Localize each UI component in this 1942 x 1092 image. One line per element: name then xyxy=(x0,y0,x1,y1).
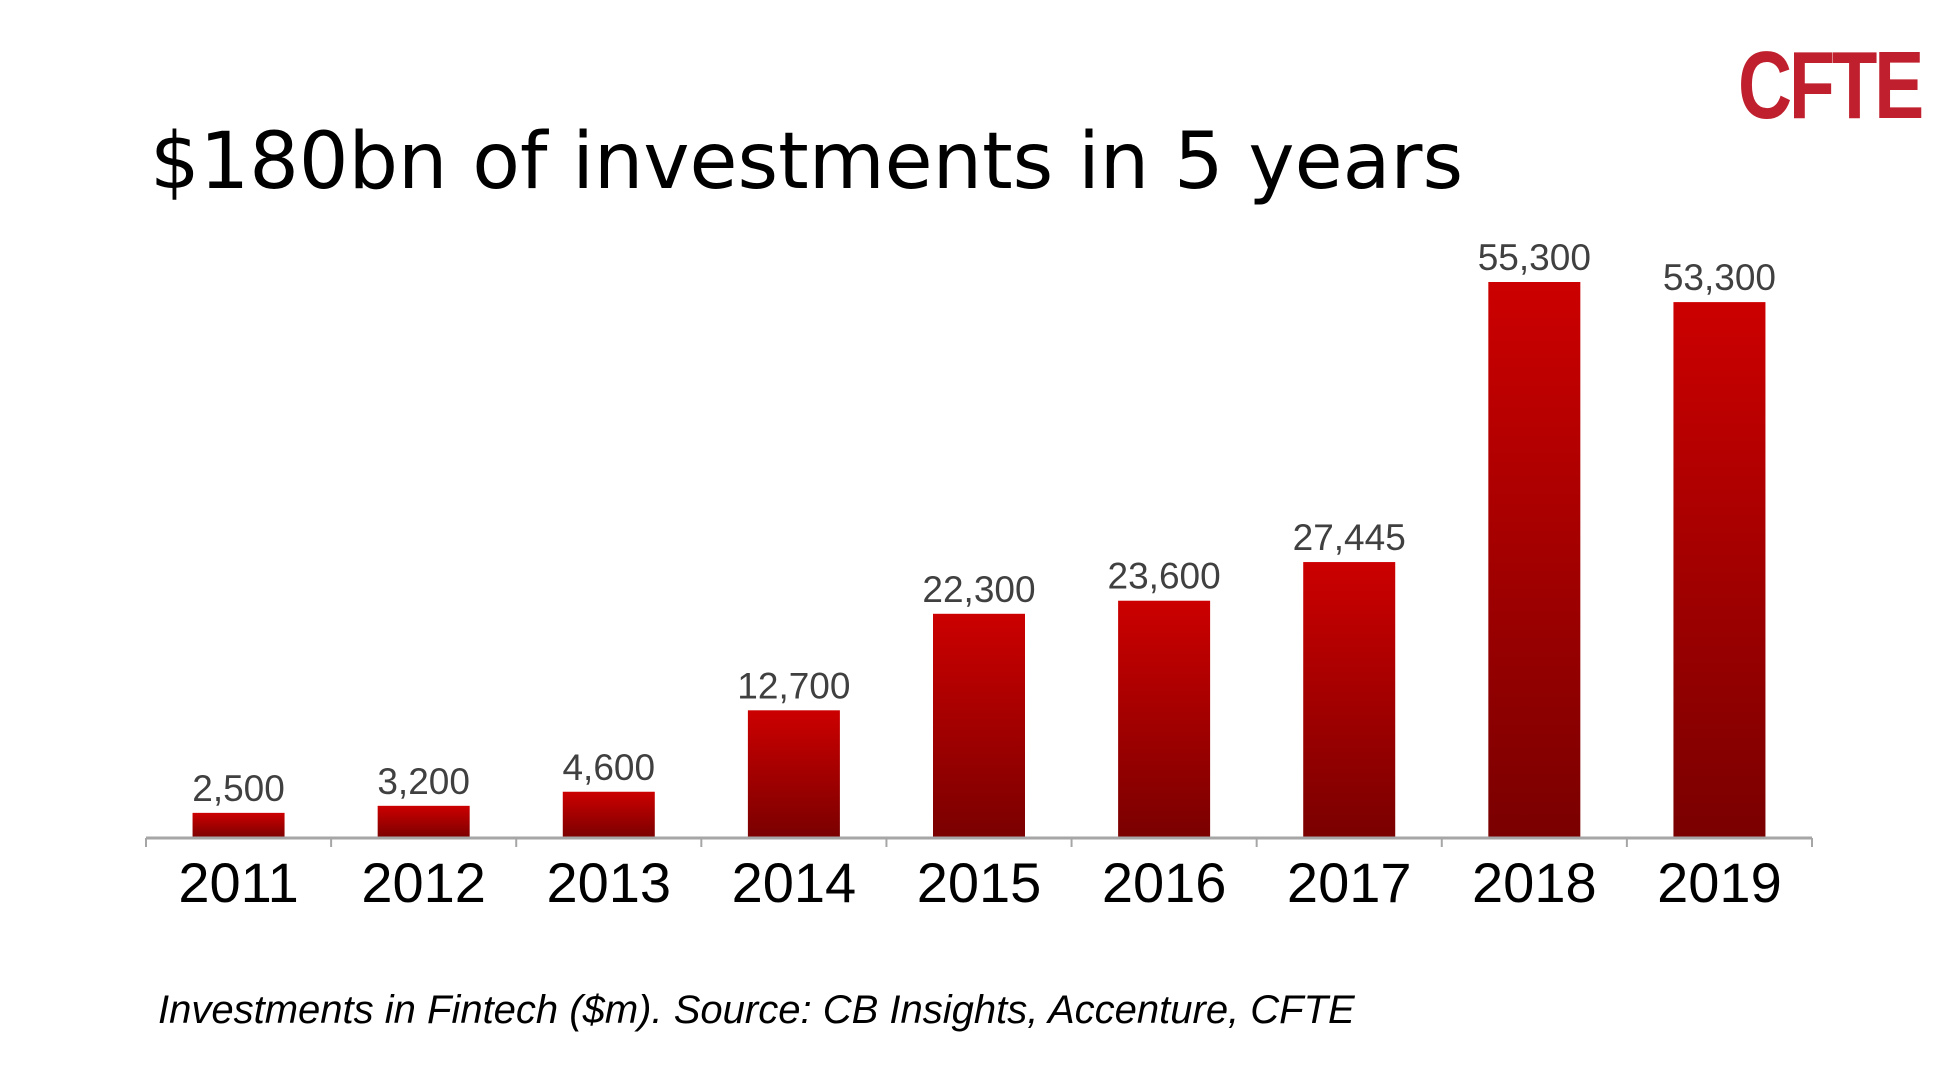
x-tick-label-2014: 2014 xyxy=(732,851,857,914)
value-label-2015: 22,300 xyxy=(922,569,1035,610)
x-tick-label-2017: 2017 xyxy=(1287,851,1412,914)
bars-group xyxy=(192,282,1766,838)
x-axis xyxy=(145,836,1813,847)
labels-group: 2,500 2011 3,200 2012 4,600 2013 12,700 2014 22,… xyxy=(178,237,1781,914)
value-label-2012: 3,200 xyxy=(377,761,470,802)
value-label-2017: 27,445 xyxy=(1293,517,1406,558)
bar-2018 xyxy=(1488,282,1581,838)
bar-2013 xyxy=(562,791,655,838)
x-tick-label-2011: 2011 xyxy=(178,851,298,914)
cfte-logo: CFTE xyxy=(1738,32,1924,139)
bar-2015 xyxy=(933,613,1025,838)
value-label-2019: 53,300 xyxy=(1663,257,1776,298)
value-label-2016: 23,600 xyxy=(1108,556,1221,597)
value-label-2014: 12,700 xyxy=(737,665,850,706)
x-tick-label-2018: 2018 xyxy=(1472,851,1597,914)
bar-2012 xyxy=(377,805,470,838)
x-tick-label-2016: 2016 xyxy=(1102,851,1227,914)
x-tick-label-2019: 2019 xyxy=(1657,851,1782,914)
bar-2016 xyxy=(1118,600,1211,838)
value-label-2011: 2,500 xyxy=(192,768,285,809)
bar-2019 xyxy=(1673,302,1766,838)
value-label-2018: 55,300 xyxy=(1478,237,1591,278)
x-tick-label-2015: 2015 xyxy=(917,851,1042,914)
chart-caption: Investments in Fintech ($m). Source: CB … xyxy=(158,988,1355,1032)
bar-2011 xyxy=(192,812,285,838)
value-label-2013: 4,600 xyxy=(562,747,655,788)
x-tick-label-2012: 2012 xyxy=(361,851,486,914)
x-tick-label-2013: 2013 xyxy=(546,851,671,914)
slide-title: $180bn of investments in 5 years xyxy=(150,117,1464,207)
bar-2014 xyxy=(747,710,840,838)
bar-2017 xyxy=(1303,562,1396,838)
